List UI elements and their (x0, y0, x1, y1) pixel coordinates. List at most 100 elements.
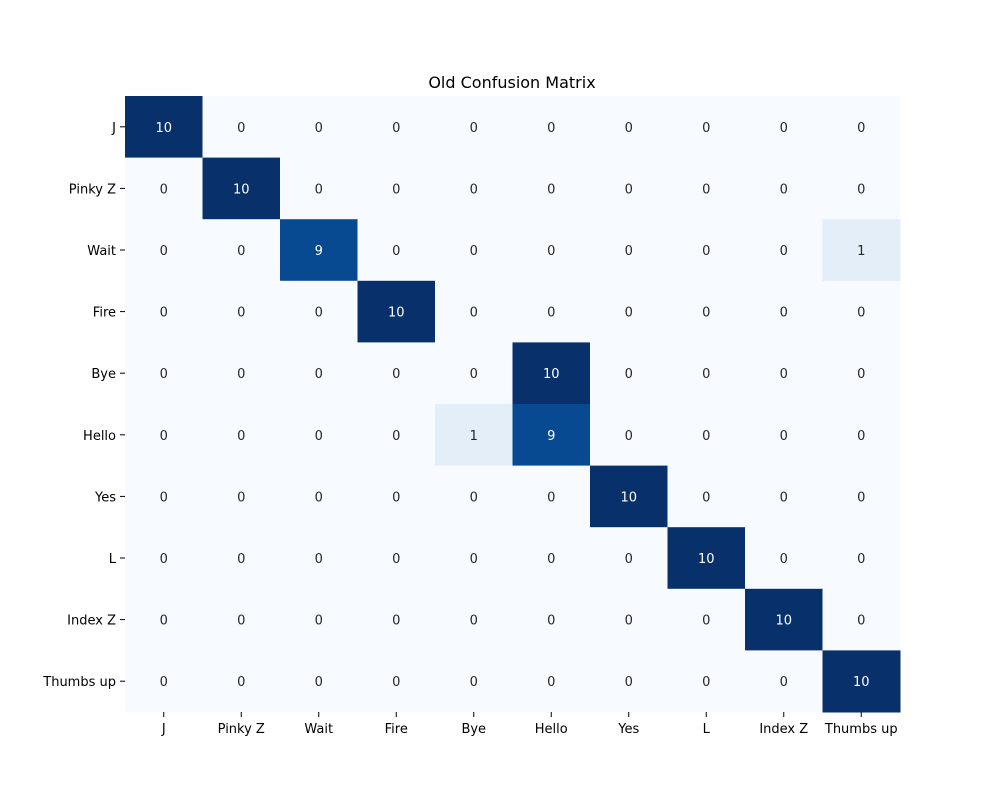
heatmap-cell (590, 465, 668, 528)
cell-value-label: 0 (392, 490, 400, 505)
heatmap-cell (357, 219, 436, 282)
cell-value-label: 0 (780, 429, 788, 444)
y-tick-label: Pinky Z (69, 182, 116, 197)
cell-value-label: 0 (780, 367, 788, 382)
cell-value-label: 0 (780, 552, 788, 567)
cell-value-label: 0 (160, 429, 168, 444)
heatmap-cell (125, 465, 203, 528)
cell-value-label: 1 (470, 429, 478, 444)
cell-value-label: 0 (470, 306, 478, 321)
cell-value-label: 0 (315, 306, 323, 321)
cell-value-label: 0 (315, 429, 323, 444)
heatmap-cell (512, 527, 591, 590)
heatmap-cell (512, 219, 591, 282)
cell-value-label: 0 (160, 675, 168, 690)
cell-value-label: 0 (702, 490, 710, 505)
cell-value-label: 0 (625, 182, 633, 197)
x-tick-label: Pinky Z (218, 722, 265, 737)
y-tick-label: Bye (91, 367, 116, 382)
heatmap-cell (512, 650, 591, 713)
heatmap-cell (667, 157, 746, 220)
x-axis: J Pinky Z Wait Fire Bye Hello Yes L Index Z Thumb… (161, 712, 898, 737)
heatmap-cell (745, 527, 823, 590)
cell-value-label: 0 (315, 121, 323, 136)
y-axis: J Pinky Z Wait Fire Bye Hello Yes L Index Z Thumb… (42, 121, 125, 690)
heatmap-cell (435, 280, 513, 343)
cell-value-label: 0 (392, 367, 400, 382)
cell-value-label: 0 (470, 121, 478, 136)
cell-value-label: 0 (780, 306, 788, 321)
cell-value-label: 0 (547, 182, 555, 197)
y-tick-label: Thumbs up (42, 675, 116, 690)
heatmap-cell (512, 157, 591, 220)
cell-value-label: 0 (392, 675, 400, 690)
cell-value-label: 0 (237, 367, 245, 382)
heatmap-cell (435, 588, 513, 651)
cell-value-label: 0 (392, 614, 400, 629)
heatmap-cell (590, 404, 668, 467)
heatmap-cell (590, 588, 668, 651)
heatmap-cell (667, 650, 746, 713)
cell-value-label: 0 (392, 244, 400, 259)
heatmap-cell (357, 342, 436, 405)
cell-value-label: 10 (543, 367, 560, 382)
cell-value-label: 0 (315, 367, 323, 382)
cell-value-label: 0 (470, 552, 478, 567)
y-tick-label: J (111, 121, 116, 136)
cell-value-label: 0 (857, 614, 865, 629)
heatmap-cell (202, 527, 281, 590)
y-tick-label: Hello (83, 429, 116, 444)
cell-value-label: 0 (160, 367, 168, 382)
cell-value-label: 0 (780, 244, 788, 259)
cell-value-label: 0 (237, 121, 245, 136)
heatmap-cell (512, 465, 591, 528)
heatmap-cell (822, 527, 901, 590)
cell-value-label: 0 (547, 121, 555, 136)
heatmap-cell (125, 96, 203, 159)
cell-value-label: 0 (160, 614, 168, 629)
cell-value-label: 0 (237, 552, 245, 567)
heatmap-cell (590, 219, 668, 282)
cell-value-label: 0 (237, 429, 245, 444)
heatmap-cell (202, 280, 281, 343)
heatmap-cell (822, 404, 901, 467)
cell-value-label: 10 (620, 490, 637, 505)
heatmap-cell (822, 465, 901, 528)
cell-value-label: 0 (237, 306, 245, 321)
heatmap-cell (202, 465, 281, 528)
heatmap-cell (280, 280, 358, 343)
heatmap-cell (435, 96, 513, 159)
heatmap-cell (822, 219, 901, 282)
heatmap-cell (357, 527, 436, 590)
cell-value-label: 0 (237, 675, 245, 690)
heatmap-cell (822, 157, 901, 220)
heatmap-cell (357, 280, 436, 343)
x-tick-label: Yes (617, 722, 639, 737)
heatmap-cell (125, 588, 203, 651)
x-tick-label: Bye (461, 722, 486, 737)
heatmap-cell (512, 404, 591, 467)
cell-value-label: 10 (698, 552, 715, 567)
heatmap-cell (125, 342, 203, 405)
heatmap-cell (512, 96, 591, 159)
heatmap-cell (667, 280, 746, 343)
heatmap-cell (357, 650, 436, 713)
cell-value-label: 0 (160, 490, 168, 505)
cell-value-label: 0 (392, 121, 400, 136)
cell-value-label: 10 (155, 121, 172, 136)
y-tick-label: Index Z (67, 614, 116, 629)
heatmap-cell (125, 219, 203, 282)
heatmap-cell (435, 465, 513, 528)
heatmap-cell (590, 527, 668, 590)
cell-value-label: 0 (392, 429, 400, 444)
cell-value-label: 0 (857, 490, 865, 505)
heatmap-cell (435, 219, 513, 282)
cell-value-label: 0 (470, 490, 478, 505)
cell-value-label: 0 (857, 367, 865, 382)
chart-title: Old Confusion Matrix (428, 73, 595, 92)
cell-value-label: 0 (625, 552, 633, 567)
heatmap-cell (822, 96, 901, 159)
cell-value-label: 0 (702, 306, 710, 321)
heatmap-cell (745, 404, 823, 467)
cell-value-label: 10 (388, 306, 405, 321)
